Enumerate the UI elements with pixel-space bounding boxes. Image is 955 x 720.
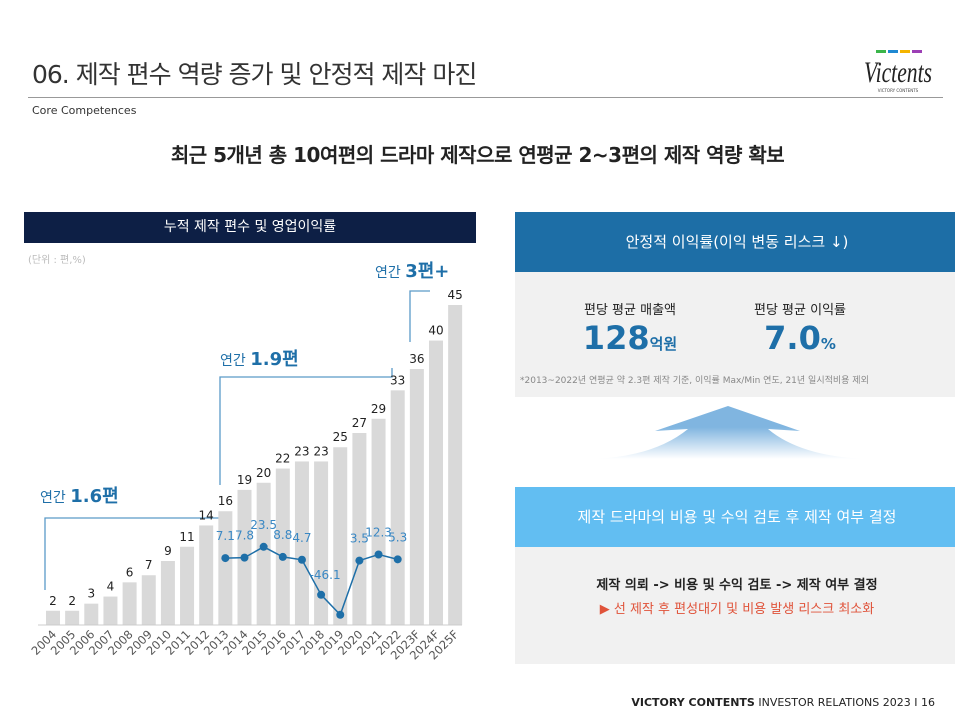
bar-2009 [141, 575, 156, 625]
footnote: *2013~2022년 연평균 약 2.3편 제작 기준, 이익률 Max/Mi… [520, 376, 869, 386]
bar-label-2011: 11 [179, 530, 194, 544]
margin-point-2014 [240, 553, 249, 562]
up-arrow-icon [595, 406, 865, 459]
bar-2004 [46, 610, 60, 625]
process-box [515, 547, 955, 664]
bar-2025F [448, 305, 463, 625]
page-subtitle: Core Competences [32, 104, 137, 117]
margin-point-2020 [355, 556, 364, 565]
kpi-box: 편당 평균 매출액 128억원 편당 평균 이익률 7.0% [515, 272, 955, 397]
kpi-value-revenue: 128억원 [582, 319, 678, 357]
bar-label-2021: 29 [371, 402, 386, 416]
bar-2011 [180, 546, 195, 625]
decision-title: 제작 드라마의 비용 및 수익 검토 후 제작 여부 결정 [515, 487, 955, 547]
bar-label-2024F: 40 [428, 324, 443, 338]
bracket-2 [219, 368, 393, 485]
bar-label-2009: 7 [145, 558, 153, 572]
kpi-label-margin: 편당 평균 이익률 [754, 303, 846, 318]
bar-label-2012: 14 [199, 508, 214, 522]
bar-label-2018: 23 [313, 444, 328, 458]
chart-title: 누적 제작 편수 및 영업이익률 [24, 212, 476, 243]
bar-label-2005: 2 [68, 594, 76, 608]
bar-label-2017: 23 [294, 444, 309, 458]
margin-point-2022 [393, 555, 402, 564]
bar-label-2006: 3 [87, 587, 95, 601]
annotation-1: 연간 1.6편 [40, 486, 119, 507]
bar-2015 [256, 482, 271, 625]
bar-2005 [65, 610, 80, 625]
kpi-value-margin: 7.0% [764, 319, 836, 357]
margin-label-2017: 4.7 [292, 531, 311, 545]
title-divider [28, 97, 943, 98]
margin-point-2018 [317, 590, 326, 599]
footer: VICTORY CONTENTS INVESTOR RELATIONS 2023… [631, 696, 935, 709]
bar-label-2022: 33 [390, 373, 405, 387]
annotation-3: 연간 3편+ [375, 261, 450, 282]
annotation-2: 연간 1.9편 [220, 349, 299, 370]
bar-2016 [275, 468, 290, 625]
kpi-label-revenue: 편당 평균 매출액 [584, 303, 676, 318]
bar-label-2013: 16 [218, 494, 233, 508]
bar-2022 [390, 390, 405, 625]
bar-label-2020: 27 [352, 416, 367, 430]
svg-text:VICTORY CONTENTS: VICTORY CONTENTS [878, 88, 919, 93]
bar-2007 [103, 596, 118, 625]
bar-label-2008: 6 [126, 565, 134, 579]
margin-point-2019 [336, 610, 345, 619]
margin-label-2013: 7.1 [216, 529, 235, 543]
page-title: 06. 제작 편수 역량 증가 및 안정적 제작 마진 [32, 60, 477, 89]
margin-label-2018: -46.1 [310, 568, 341, 582]
bar-2020 [352, 433, 367, 625]
margin-label-2021: 12.3 [365, 526, 392, 540]
bar-2008 [122, 582, 137, 625]
bar-label-2015: 20 [256, 466, 271, 480]
bar-label-2023F: 36 [409, 352, 424, 366]
margin-label-2020: 3.5 [350, 532, 369, 546]
margin-point-2021 [374, 550, 383, 559]
margin-label-2022: 5.3 [388, 530, 407, 544]
bar-2006 [84, 603, 99, 625]
margin-label-2015: 23.5 [250, 518, 277, 532]
margin-point-2013 [221, 554, 230, 563]
bar-2018 [314, 461, 329, 625]
process-text: 제작 의뢰 -> 비용 및 수익 검토 -> 제작 여부 결정 [596, 578, 878, 593]
company-logo: Victents VICTORY CONTENTS [864, 50, 932, 93]
chart-unit: (단위 : 편,%) [28, 255, 86, 266]
bar-label-2007: 4 [107, 580, 115, 594]
margin-point-2017 [297, 555, 306, 564]
bar-label-2025F: 45 [448, 288, 463, 302]
bracket-1 [44, 517, 220, 590]
margin-point-2016 [278, 552, 287, 561]
risk-title: 안정적 이익률(이익 변동 리스크 ↓) [515, 212, 955, 272]
bar-label-2014: 19 [237, 473, 252, 487]
bar-2013 [218, 511, 233, 625]
benefit-text: ▶ 선 제작 후 편성대기 및 비용 발생 리스크 최소화 [599, 602, 875, 617]
bar-label-2019: 25 [333, 430, 348, 444]
margin-point-2015 [259, 542, 268, 551]
bar-2012 [199, 525, 214, 625]
bar-label-2004: 2 [49, 594, 57, 608]
margin-line [225, 545, 398, 617]
bar-2019 [333, 447, 348, 625]
bar-2024F [429, 340, 443, 625]
bar-label-2016: 22 [275, 452, 290, 466]
bar-2017 [294, 461, 309, 625]
bar-label-2010: 9 [164, 544, 172, 558]
bar-2021 [371, 418, 386, 625]
margin-label-2016: 8.8 [273, 528, 292, 542]
headline: 최근 5개년 총 10여편의 드라마 제작으로 연평균 2~3편의 제작 역량 … [170, 143, 785, 167]
bracket-3 [409, 290, 430, 342]
svg-text:Victents: Victents [864, 56, 932, 89]
bar-2023F [409, 369, 424, 625]
margin-label-2014: 7.8 [235, 529, 254, 543]
bar-2010 [160, 561, 175, 625]
